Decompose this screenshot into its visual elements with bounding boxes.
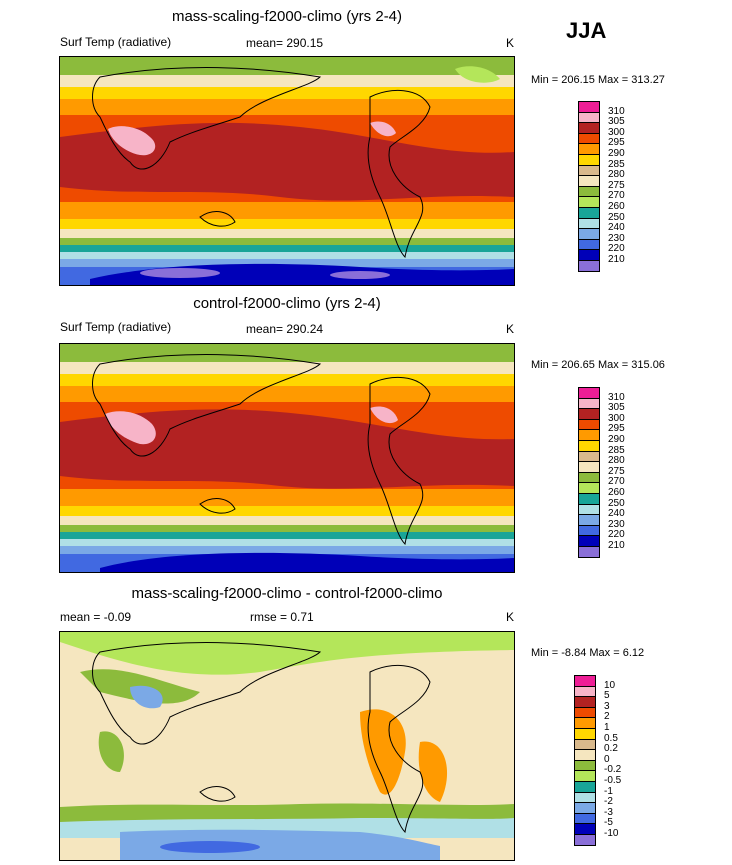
panel1-colorbar-tick: 210 (608, 254, 625, 265)
panel3-minmax: Min = -8.84 Max = 6.12 (531, 647, 645, 659)
panel2-map (59, 343, 515, 573)
panel1-variable-label: Surf Temp (radiative) (60, 35, 172, 49)
panel3-colorbar-tick: 10 (604, 679, 616, 691)
panel1-colorbar-tick: 310 (608, 105, 625, 117)
panel1-colorbar-tick: 270 (608, 190, 625, 202)
panel3-colorbar-tick: 5 (604, 690, 610, 702)
panel1-colorbar-tick: 250 (608, 211, 625, 223)
season-label: JJA (566, 18, 607, 43)
panel3-map (59, 631, 515, 861)
panel2-colorbar-tick: 260 (608, 487, 625, 498)
panel3-colorbar-swatch (574, 834, 596, 846)
panel2-colorbar-tick: 220 (608, 529, 625, 541)
panel2-colorbar-swatch (578, 546, 600, 558)
panel1-colorbar-tick: 295 (608, 137, 625, 149)
panel2-colorbar-tick: 240 (608, 508, 625, 520)
panel1-minmax: Min = 206.15 Max = 313.27 (531, 74, 665, 86)
panel1-colorbar-tick: 290 (608, 148, 625, 159)
panel1-colorbar-tick: 230 (608, 232, 625, 244)
panel2-colorbar-tick: 310 (608, 391, 625, 403)
panel1-colorbar-tick: 285 (608, 158, 625, 170)
panel1-colorbar-tick: 300 (608, 126, 625, 138)
panel3-colorbar-tick: 0.2 (604, 743, 618, 755)
panel1-colorbar-tick: 240 (608, 222, 625, 234)
panel3-colorbar-tick: -2 (604, 796, 613, 808)
panel2-colorbar-tick: 230 (608, 518, 625, 530)
panel2-colorbar-tick: 270 (608, 476, 625, 488)
panel3-units-label: K (506, 610, 515, 624)
panel1-colorbar-tick: 280 (608, 169, 625, 181)
panel2-colorbar-tick: 250 (608, 497, 625, 509)
panel3-colorbar-tick: 3 (604, 700, 610, 712)
panel3-colorbar-tick: 0.5 (604, 732, 618, 744)
panel3-colorbar-tick: -1 (604, 785, 613, 797)
panel2-colorbar-tick: 285 (608, 444, 625, 456)
panel2-colorbar-tick: 295 (608, 423, 625, 435)
panel1-map (59, 56, 515, 286)
panel3-field (60, 632, 514, 860)
panel3-title: mass-scaling-f2000-climo - control-f2000… (131, 585, 443, 602)
panel2-colorbar-tick: 290 (608, 434, 625, 445)
panel1-colorbar-tick: 305 (608, 116, 625, 128)
panel2-variable-label: Surf Temp (radiative) (60, 320, 172, 334)
panel1-colorbar-tick: 275 (608, 179, 625, 191)
panel3-colorbar-tick: -3 (604, 806, 613, 818)
panel1-colorbar-tick: 220 (608, 243, 625, 255)
panel1-units-label: K (506, 36, 515, 50)
panel3-colorbar-tick: 2 (604, 711, 610, 723)
panel3-colorbar-tick: -10 (604, 828, 619, 839)
panel3-mean-label: mean = -0.09 (60, 610, 132, 624)
panel2-title: control-f2000-climo (yrs 2-4) (193, 295, 381, 312)
panel2-colorbar-tick: 210 (608, 540, 625, 551)
panel3-colorbar-tick: -0.5 (604, 775, 622, 786)
panel3-colorbar-tick: -5 (604, 817, 613, 829)
panel1-colorbar-tick: 260 (608, 201, 625, 212)
panel1-colorbar-swatch (578, 260, 600, 272)
panel1-mean-label: mean= 290.15 (246, 36, 324, 50)
panel3-colorbar-tick: 0 (604, 753, 610, 765)
panel3-rmse-label: rmse = 0.71 (250, 610, 314, 624)
panel2-minmax: Min = 206.65 Max = 315.06 (531, 359, 665, 371)
panel3-colorbar-tick: -0.2 (604, 764, 622, 776)
panel2-colorbar-tick: 275 (608, 465, 625, 477)
panel2-colorbar-tick: 280 (608, 455, 625, 467)
panel2-field (60, 344, 514, 572)
panel1-title: mass-scaling-f2000-climo (yrs 2-4) (171, 8, 403, 25)
panel2-colorbar-tick: 305 (608, 402, 625, 414)
panel1-field (60, 57, 514, 285)
panel3-colorbar-tick: 1 (604, 722, 610, 733)
panel2-units-label: K (506, 322, 515, 336)
panel2-colorbar-tick: 300 (608, 412, 625, 424)
panel2-mean-label: mean= 290.24 (246, 322, 324, 336)
